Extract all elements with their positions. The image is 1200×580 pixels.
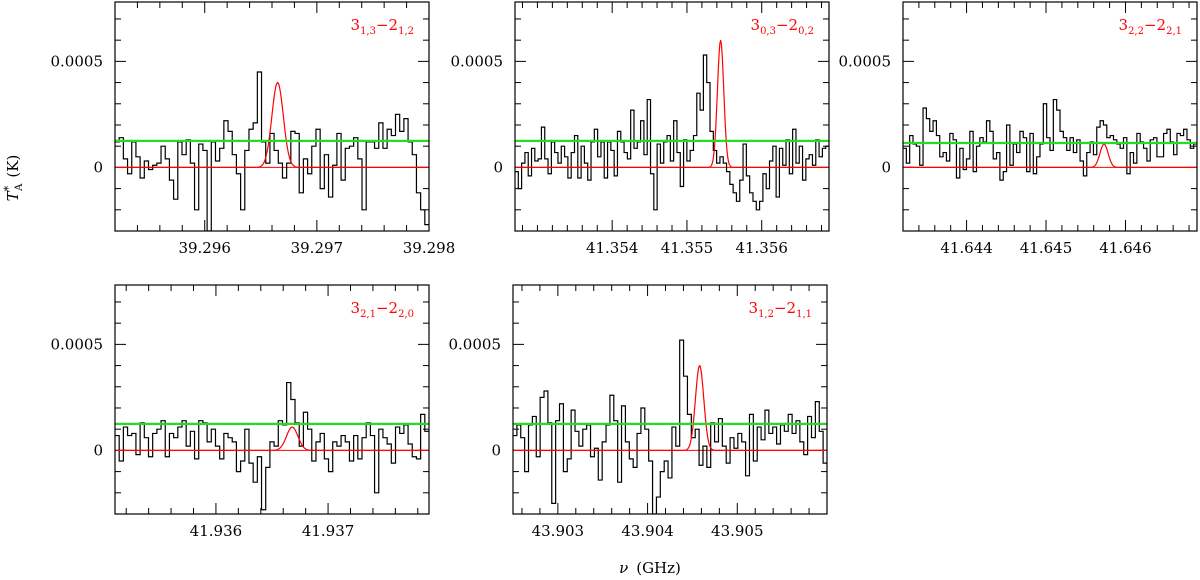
label-dash: − [776,16,789,34]
label-upper-level: 3 [1119,16,1129,34]
x-tick-label: 39.297 [291,239,344,257]
transition-label: 31,2−21,1 [749,299,812,320]
panel-frame [514,1,830,232]
panel-frame [902,1,1198,232]
spectrum-histogram [515,54,829,211]
x-title-symbol: ν [619,559,628,577]
label-dash: − [774,299,787,317]
label-upper-sub: 2,1 [360,309,376,320]
y-tick-label: 0 [493,158,503,176]
gaussian-fit-curve [115,81,429,168]
gaussian-fit-curve [903,143,1197,168]
label-upper-level: 3 [351,299,361,317]
spectrum-histogram [513,339,827,514]
y-tick-label: 0 [881,158,891,176]
transition-label: 31,3−21,2 [351,16,414,37]
x-tick-label: 43.905 [711,522,764,540]
x-tick-label: 41.937 [302,522,355,540]
x-tick-label: 39.298 [403,239,456,257]
svg-text:ν(GHz): ν (GHz) [619,559,681,577]
y-tick-label: 0 [93,158,103,176]
spectrum-panel: 41.354 41.355 41.356 0.0005 0 30,3−20,2 [451,1,830,257]
label-lower-sub: 2,1 [1166,26,1182,37]
x-tick-label: 41.354 [586,239,639,257]
plot-area [513,339,827,514]
svg-text:T*A(K): T*A (K) [2,155,25,202]
y-title-unit: (K) [4,155,22,178]
label-lower-sub: 0,2 [798,26,814,37]
label-lower-sub: 2,0 [398,309,414,320]
y-title-sup: * [2,185,15,191]
label-lower-level: 2 [1157,16,1167,34]
label-upper-level: 3 [749,299,759,317]
transition-label: 32,1−22,0 [351,299,414,320]
gaussian-fit-curve [115,426,429,451]
y-axis-title: T*A (K) [2,155,25,202]
y-tick-label: 0.0005 [51,335,104,353]
panel-frame [114,284,430,515]
y-tick-label: 0.0005 [839,52,892,70]
gaussian-fit-curve [513,364,827,451]
x-tick-label: 43.903 [532,522,585,540]
label-lower-level: 2 [787,299,797,317]
plot-area [115,381,429,511]
label-dash: − [376,16,389,34]
x-tick-label: 41.936 [190,522,243,540]
plot-area [115,71,429,231]
label-lower-level: 2 [389,299,399,317]
label-upper-level: 3 [751,16,761,34]
label-upper-level: 3 [351,16,361,34]
y-tick-label: 0.0005 [451,52,504,70]
label-lower-level: 2 [389,16,399,34]
spectrum-panel: 41.936 41.937 0.0005 0 32,1−22,0 [51,284,430,540]
y-tick-label: 0 [93,441,103,459]
x-tick-label: 41.646 [1099,239,1152,257]
label-upper-sub: 1,2 [758,309,774,320]
label-lower-sub: 1,1 [796,309,812,320]
label-upper-sub: 2,2 [1128,26,1144,37]
label-dash: − [376,299,389,317]
label-lower-sub: 1,2 [398,26,414,37]
x-tick-label: 41.645 [1020,239,1073,257]
panel-frame [114,1,430,232]
transition-label: 30,3−20,2 [751,16,814,37]
spectrum-histogram [115,381,429,511]
plot-area [903,98,1197,181]
x-tick-label: 41.644 [940,239,993,257]
spectrum-histogram [903,98,1197,181]
gaussian-fit-curve [515,40,829,168]
transition-label: 32,2−22,1 [1119,16,1182,37]
x-title-unit: (GHz) [636,559,681,577]
spectrum-histogram [115,71,429,231]
y-title-sub: A [14,183,25,192]
x-tick-label: 41.355 [661,239,714,257]
spectrum-panel: 41.644 41.645 41.646 0.0005 0 32,2−22,1 [839,1,1198,257]
label-lower-level: 2 [789,16,799,34]
panel-frame [512,284,828,515]
y-tick-label: 0.0005 [449,335,502,353]
x-tick-label: 39.296 [178,239,231,257]
spectrum-panel: 43.903 43.904 43.905 0.0005 0 31,2−21,1 [449,284,828,540]
label-dash: − [1144,16,1157,34]
label-upper-sub: 1,3 [360,26,376,37]
y-tick-label: 0.0005 [51,52,104,70]
y-title-main: T [4,190,22,201]
label-upper-sub: 0,3 [760,26,776,37]
x-tick-label: 41.356 [735,239,788,257]
spectrum-panel: 39.296 39.297 39.298 0.0005 0 31,3−21,2 [51,1,456,257]
plot-area [515,40,829,211]
x-tick-label: 43.904 [621,522,674,540]
x-axis-title: ν (GHz) [619,559,681,577]
y-tick-label: 0 [491,441,501,459]
panels-container: 39.296 39.297 39.2980.0005031,3−21,241.354… [51,1,1198,540]
